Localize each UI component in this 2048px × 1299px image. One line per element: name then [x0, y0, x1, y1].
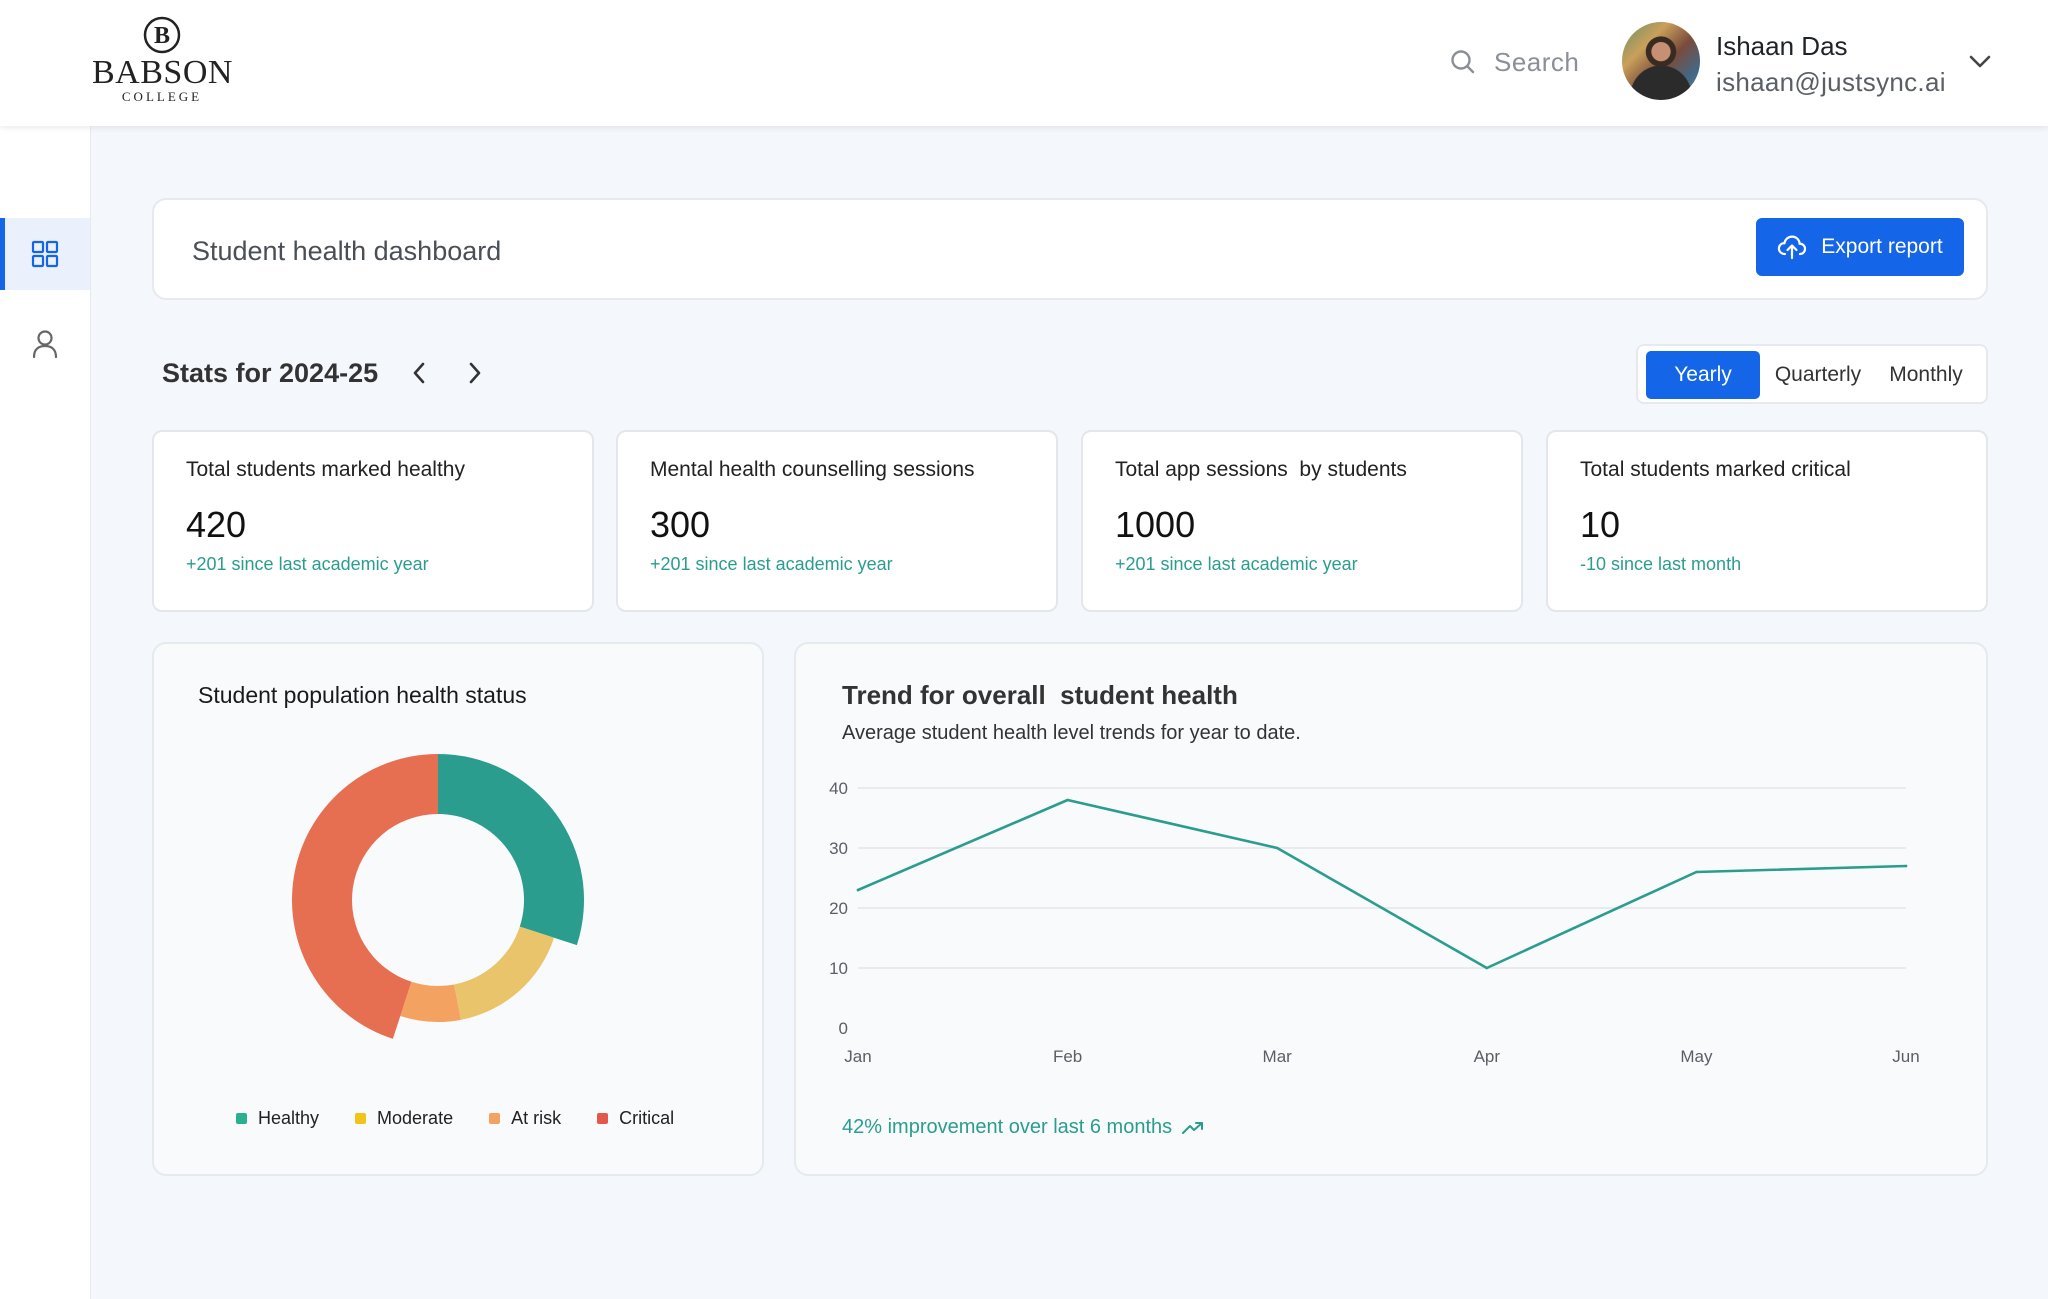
- data-point-apr: [1485, 966, 1489, 970]
- logo-sub-text: COLLEGE: [121, 89, 203, 104]
- x-tick-label: Mar: [1263, 1047, 1293, 1066]
- legend-swatch: [236, 1113, 247, 1124]
- trend-chart-subtitle: Average student health level trends for …: [842, 722, 1301, 744]
- search-icon: [1451, 50, 1475, 74]
- y-tick-label: 20: [829, 899, 848, 918]
- search-box[interactable]: Search: [1450, 44, 1579, 80]
- health-status-panel: Student population health status Healthy…: [152, 642, 764, 1176]
- avatar[interactable]: [1622, 22, 1700, 100]
- legend-label: Moderate: [377, 1108, 454, 1128]
- series-line: [856, 798, 1908, 970]
- stat-card-app-sessions: Total app sessions by students 1000 +201…: [1081, 430, 1523, 612]
- export-report-button[interactable]: Export report: [1756, 218, 1964, 276]
- stat-delta: +201 since last academic year: [1115, 554, 1358, 574]
- donut-slice-critical[interactable]: [292, 754, 438, 1039]
- cloud-upload-icon: [1778, 235, 1807, 260]
- sidebar-item-dashboard[interactable]: [0, 218, 90, 290]
- legend-item-critical[interactable]: Critical: [597, 1108, 674, 1129]
- data-point-jun: [1904, 864, 1908, 868]
- legend-swatch: [597, 1113, 609, 1124]
- user-name: Ishaan Das: [1716, 31, 1848, 61]
- legend-label: At risk: [511, 1108, 562, 1128]
- trending-up-icon: [1182, 1121, 1204, 1134]
- legend-item-at-risk[interactable]: At risk: [489, 1108, 561, 1129]
- export-report-label: Export report: [1821, 235, 1943, 258]
- legend-item-moderate[interactable]: Moderate: [355, 1108, 453, 1129]
- y-tick-label: 40: [829, 779, 848, 798]
- legend-label: Critical: [619, 1108, 675, 1128]
- stat-delta: +201 since last academic year: [186, 554, 429, 574]
- stats-period-title: Stats for 2024-25: [162, 358, 379, 388]
- stat-value: 10: [1580, 504, 1621, 545]
- line-chart: 0 10 20 30 40 Jan Feb Mar Apr May Jun: [829, 779, 1920, 1066]
- stat-value: 300: [650, 504, 711, 545]
- y-tick-label: 0: [839, 1019, 848, 1038]
- trend-panel: 0 10 20 30 40 Jan Feb Mar Apr May Jun Trend for ov…: [794, 642, 1988, 1176]
- trend-chart-title: Trend for overall student health: [842, 680, 1238, 710]
- donut-slice-moderate[interactable]: [454, 926, 555, 1020]
- stat-delta: -10 since last month: [1580, 554, 1742, 574]
- user-email: ishaan@justsync.ai: [1716, 67, 1946, 97]
- stat-value: 1000: [1115, 504, 1196, 545]
- legend-label: Healthy: [258, 1108, 320, 1128]
- data-point-feb: [1066, 798, 1069, 802]
- donut-legend: Healthy Moderate At risk Critical: [236, 1108, 710, 1129]
- logo-monogram: B: [154, 23, 170, 49]
- stat-label: Total students marked healthy: [186, 458, 465, 481]
- sidebar: [0, 126, 91, 1299]
- stat-value: 420: [186, 504, 247, 545]
- data-point-may: [1695, 870, 1698, 874]
- stat-label: Total students marked critical: [1580, 458, 1851, 481]
- x-tick-label: Jun: [1892, 1047, 1919, 1066]
- x-tick-label: Apr: [1474, 1047, 1501, 1066]
- page-title: Student health dashboard: [192, 236, 502, 266]
- next-period-icon[interactable]: [466, 360, 484, 386]
- data-point-mar: [1275, 846, 1279, 850]
- legend-swatch: [489, 1113, 501, 1124]
- x-tick-label: Jan: [844, 1047, 871, 1066]
- stat-card-critical: Total students marked critical 10 -10 si…: [1546, 430, 1988, 612]
- stat-delta: +201 since last academic year: [650, 554, 893, 574]
- search-label: Search: [1494, 46, 1580, 77]
- legend-item-healthy[interactable]: Healthy: [236, 1108, 319, 1129]
- stat-label: Total app sessions by students: [1115, 458, 1407, 481]
- data-point-jan: [856, 888, 860, 892]
- donut-slice-at-risk[interactable]: [400, 981, 461, 1022]
- babson-logo[interactable]: B BABSON COLLEGE: [92, 16, 232, 112]
- x-tick-label: May: [1680, 1047, 1713, 1066]
- stat-card-healthy: Total students marked healthy 420 +201 s…: [152, 430, 594, 612]
- donut-chart: [292, 754, 584, 1039]
- period-monthly-button[interactable]: Monthly: [1889, 363, 1963, 386]
- trend-footer-text: 42% improvement over last 6 months: [842, 1116, 1173, 1138]
- trend-footer: 42% improvement over last 6 months: [842, 1116, 1204, 1139]
- x-tick-label: Feb: [1053, 1047, 1082, 1066]
- period-quarterly-button[interactable]: Quarterly: [1774, 363, 1862, 386]
- y-tick-label: 30: [829, 839, 848, 858]
- logo-monogram-icon: B: [143, 16, 181, 54]
- stat-card-counselling: Mental health counselling sessions 300 +…: [616, 430, 1058, 612]
- period-yearly-button[interactable]: Yearly: [1646, 351, 1760, 399]
- donut-chart-title: Student population health status: [198, 682, 527, 708]
- chevron-down-icon[interactable]: [1968, 54, 1992, 70]
- period-toggle: Yearly Quarterly Monthly: [1636, 344, 1988, 404]
- logo-main-text: BABSON: [92, 54, 233, 91]
- stat-label: Mental health counselling sessions: [650, 458, 975, 481]
- user-icon: [32, 330, 58, 359]
- grid-icon: [31, 240, 59, 268]
- donut-slice-healthy[interactable]: [438, 754, 584, 946]
- top-bar: B BABSON COLLEGE Search Ishaan Das ishaa…: [0, 0, 2048, 126]
- legend-swatch: [355, 1113, 367, 1124]
- dashboard-header-card: Student health dashboard Export report: [152, 198, 1988, 300]
- y-tick-label: 10: [829, 959, 848, 978]
- sidebar-item-profile[interactable]: [0, 308, 90, 380]
- previous-period-icon[interactable]: [410, 360, 428, 386]
